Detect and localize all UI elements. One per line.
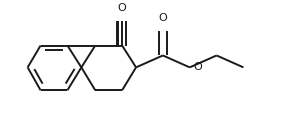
Text: O: O: [118, 3, 127, 13]
Text: O: O: [194, 62, 202, 72]
Text: O: O: [158, 13, 167, 23]
